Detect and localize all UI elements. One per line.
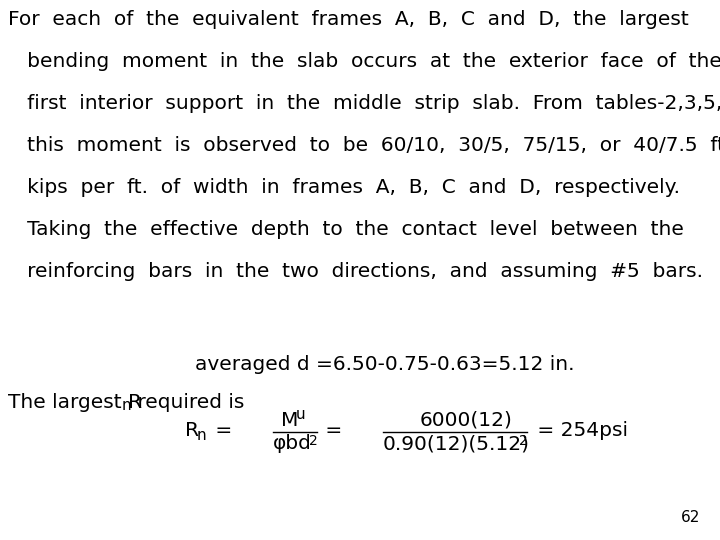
Text: M: M [281,411,298,430]
Text: 2: 2 [309,434,318,448]
Text: first  interior  support  in  the  middle  strip  slab.  From  tables-2,3,5,6,: first interior support in the middle str… [8,94,720,113]
Text: required is: required is [131,393,244,412]
Text: 2: 2 [519,434,528,448]
Text: R: R [185,421,199,440]
Text: u: u [296,407,305,422]
Text: = 254psi: = 254psi [531,421,628,440]
Text: For  each  of  the  equivalent  frames  A,  B,  C  and  D,  the  largest: For each of the equivalent frames A, B, … [8,10,689,29]
Text: 62: 62 [680,510,700,525]
Text: =: = [319,421,348,440]
Text: bending  moment  in  the  slab  occurs  at  the  exterior  face  of  the: bending moment in the slab occurs at the… [8,52,720,71]
Text: 6000(12): 6000(12) [420,411,513,430]
Text: φbd: φbd [273,434,312,453]
Text: Taking  the  effective  depth  to  the  contact  level  between  the: Taking the effective depth to the contac… [8,220,684,239]
Text: averaged d =6.50-0.75-0.63=5.12 in.: averaged d =6.50-0.75-0.63=5.12 in. [195,355,575,374]
Text: n: n [197,428,207,443]
Text: =: = [209,421,238,440]
Text: kips  per  ft.  of  width  in  frames  A,  B,  C  and  D,  respectively.: kips per ft. of width in frames A, B, C … [8,178,680,197]
Text: The largest R: The largest R [8,393,142,412]
Text: this  moment  is  observed  to  be  60/10,  30/5,  75/15,  or  40/7.5  ft-: this moment is observed to be 60/10, 30/… [8,136,720,155]
Text: n: n [122,398,132,413]
Text: reinforcing  bars  in  the  two  directions,  and  assuming  #5  bars.: reinforcing bars in the two directions, … [8,262,703,281]
Text: 0.90(12)(5.12): 0.90(12)(5.12) [383,434,530,453]
